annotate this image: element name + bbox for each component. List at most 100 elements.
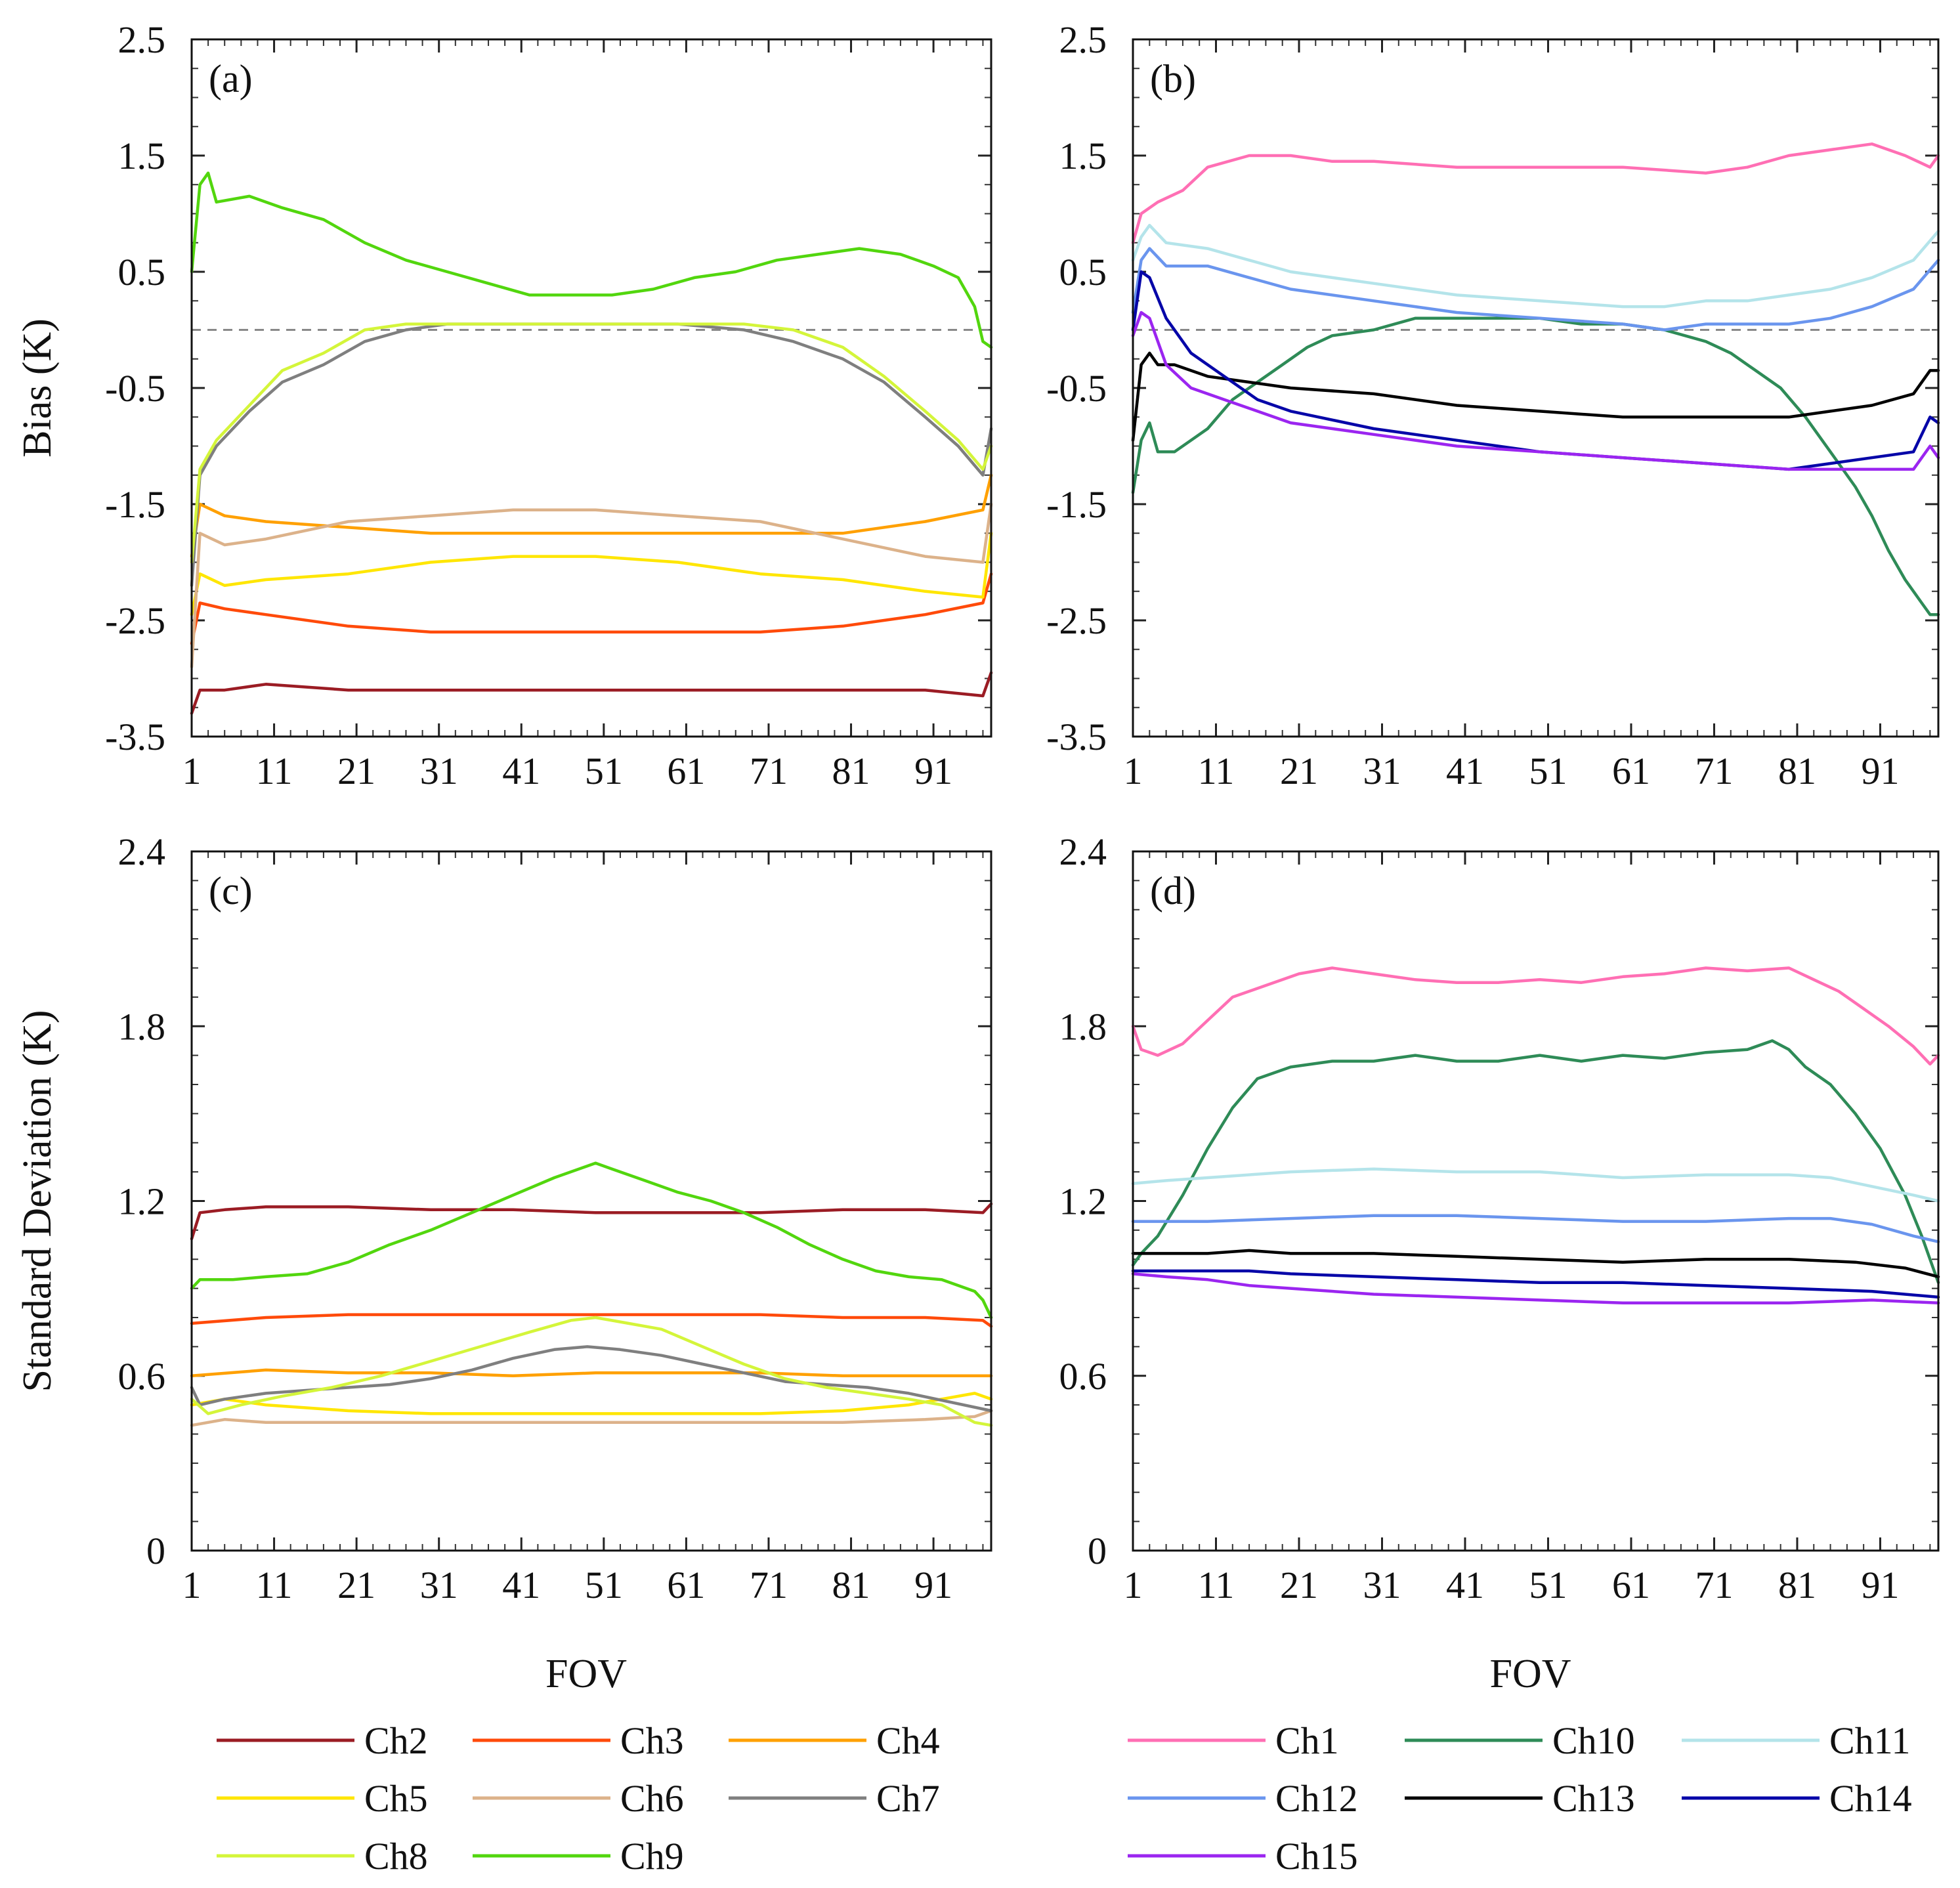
x-tick-label: 51 [1529,750,1567,792]
legend-left: Ch2 Ch3 Ch4 Ch5 Ch6 Ch7 Ch8 Ch9 [217,1719,940,1877]
x-tick-label: 51 [585,1564,623,1606]
plot-frame [1132,38,1940,738]
y-axis-title: Bias (K) [15,318,60,458]
x-tick-label: 21 [337,1564,375,1606]
x-tick-label: 81 [1778,1564,1816,1606]
y-tick-label: 2.5 [118,18,166,61]
series-line-ch8 [190,322,993,564]
x-tick-label: 31 [1363,1564,1401,1606]
series-line-ch6 [190,1409,993,1427]
x-tick-label: 81 [832,1564,870,1606]
panel-label: (a) [209,57,253,100]
series-line-ch11 [1131,1167,1940,1203]
y-tick-label: 0.6 [118,1355,166,1398]
x-tick-label: 21 [1280,1564,1318,1606]
x-tick-label: 91 [1861,1564,1899,1606]
series-line-ch12 [1131,247,1940,332]
x-tick-label: 11 [256,1564,293,1606]
legend-item-ch1: Ch1 [1128,1719,1339,1762]
panel-label: (b) [1150,57,1196,100]
series-line-ch15 [1131,311,1940,471]
x-tick-label: 1 [182,1564,202,1606]
x-axis-title: FOV [545,1652,627,1696]
series-line-ch2 [190,1202,993,1241]
legend-label: Ch1 [1275,1719,1339,1762]
series-line-ch2 [190,671,993,715]
legend-label: Ch12 [1275,1777,1358,1820]
legend-label: Ch13 [1552,1777,1635,1820]
x-tick-label: 81 [832,750,870,792]
series-line-ch9 [190,171,993,349]
x-tick-label: 11 [1198,750,1235,792]
series-line-ch3 [190,572,993,645]
series-line-ch8 [190,1316,993,1427]
x-tick-label: 61 [667,1564,705,1606]
x-tick-label: 61 [1612,1564,1650,1606]
x-tick-label: 91 [914,750,952,792]
legend-label: Ch11 [1829,1719,1911,1762]
y-tick-label: 0 [146,1530,165,1572]
series-line-ch5 [190,532,993,616]
x-tick-label: 81 [1778,750,1816,792]
x-tick-label: 91 [1861,750,1899,792]
legend-item-ch4: Ch4 [729,1719,940,1762]
legend-label: Ch5 [364,1777,428,1820]
series-line-ch11 [1131,223,1940,309]
y-tick-label: -0.5 [105,367,165,410]
x-tick-label: 61 [667,750,705,792]
plot-frame [190,850,992,1552]
panel-label: (d) [1150,869,1196,912]
x-tick-label: 71 [1695,750,1733,792]
legend-item-ch11: Ch11 [1682,1719,1911,1762]
y-tick-label: 0.6 [1059,1355,1107,1398]
x-tick-label: 41 [1446,1564,1484,1606]
series-line-ch10 [1131,1039,1940,1285]
y-tick-label: -1.5 [1046,483,1107,526]
panel-label: (c) [209,869,253,912]
series-line-ch4 [190,1368,993,1378]
legend-right: Ch1 Ch10 Ch11 Ch12 Ch13 Ch14 Ch15 [1128,1719,1912,1877]
x-tick-label: 31 [1363,750,1401,792]
series-line-ch14 [1131,270,1940,471]
plot-frame [1132,850,1940,1552]
y-tick-label: 1.5 [1059,135,1107,177]
y-tick-label: 1.5 [118,135,166,177]
x-tick-label: 11 [1198,1564,1235,1606]
series-line-ch4 [190,473,993,558]
panel-d: 1 11 21 31 41 51 61 71 81 912.41.81.20.60(d)FOV [1059,830,1940,1696]
x-tick-label: 91 [914,1564,952,1606]
x-tick-label: 41 [502,1564,540,1606]
legend-label: Ch15 [1275,1835,1358,1877]
panel-c: 1 11 21 31 41 51 61 71 81 912.41.81.20.60(c)Stand… [15,830,993,1696]
x-tick-label: 41 [1446,750,1484,792]
legend-item-ch14: Ch14 [1682,1777,1912,1820]
legend-item-ch7: Ch7 [729,1777,940,1820]
legend-label: Ch6 [620,1777,684,1820]
y-tick-label: -1.5 [105,483,165,526]
plot-frame [190,38,992,738]
legend-item-ch8: Ch8 [217,1835,428,1877]
x-tick-label: 1 [182,750,202,792]
series-line-ch13 [1131,351,1940,442]
x-tick-label: 21 [1280,750,1318,792]
series-line-ch1 [1131,966,1940,1066]
legend-label: Ch4 [876,1719,940,1762]
y-tick-label: -0.5 [1046,367,1107,410]
legend-item-ch15: Ch15 [1128,1835,1358,1877]
x-axis-title: FOV [1489,1652,1571,1696]
legend-item-ch6: Ch6 [473,1777,684,1820]
y-tick-label: 2.4 [1059,830,1107,873]
x-tick-label: 61 [1612,750,1650,792]
x-tick-label: 31 [420,750,458,792]
x-tick-label: 1 [1124,1564,1143,1606]
legend-label: Ch7 [876,1777,940,1820]
legend-label: Ch3 [620,1719,684,1762]
x-tick-label: 31 [420,1564,458,1606]
series-line-ch9 [190,1161,993,1319]
x-tick-label: 71 [1695,1564,1733,1606]
series-line-ch5 [190,1392,993,1415]
series-line-ch1 [1131,142,1940,245]
legend-item-ch10: Ch10 [1405,1719,1635,1762]
series-line-ch15 [1131,1272,1940,1305]
